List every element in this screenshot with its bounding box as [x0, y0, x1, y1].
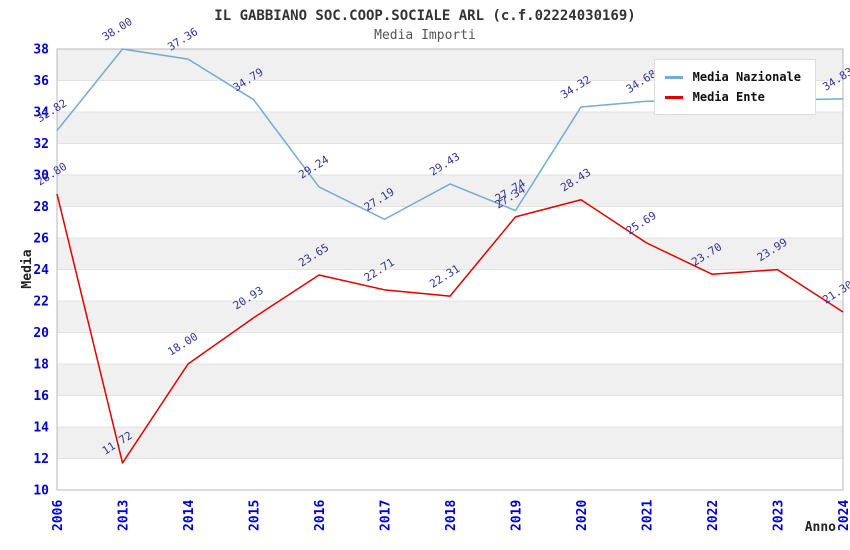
grid-band: [57, 364, 843, 396]
x-tick-label: 2022: [706, 500, 721, 531]
x-tick-label: 2013: [117, 500, 132, 531]
y-tick-label: 22: [33, 295, 49, 310]
y-tick-label: 38: [33, 43, 49, 58]
x-tick-label: 2024: [837, 500, 850, 531]
x-axis-ticks: 2006 2013 2014 2015 2016 2017 2018 2019 2020 2021…: [51, 500, 850, 531]
x-tick-label: 2018: [444, 500, 459, 531]
svg-text:25.69: 25.69: [624, 209, 659, 238]
x-tick-label: 2014: [182, 500, 197, 531]
legend-item-media-ente: Media Ente: [664, 87, 801, 107]
y-tick-label: 26: [33, 232, 49, 247]
grid-band: [57, 427, 843, 459]
x-tick-label: 2006: [51, 500, 66, 531]
y-tick-label: 24: [33, 263, 49, 278]
y-tick-label: 20: [33, 326, 49, 341]
grid-band: [57, 301, 843, 333]
y-tick-label: 34: [33, 106, 49, 121]
svg-text:38.00: 38.00: [100, 15, 135, 44]
x-tick-label: 2019: [510, 500, 525, 531]
y-tick-label: 14: [33, 421, 49, 436]
point-label: 38.00: [100, 15, 135, 44]
grid-bands: [57, 49, 843, 459]
legend-label: Media Nazionale: [692, 70, 801, 84]
chart-subtitle: Media Importi: [374, 28, 476, 43]
line-marker-icon: [664, 95, 683, 99]
y-tick-label: 28: [33, 200, 49, 215]
y-tick-label: 12: [33, 452, 49, 467]
point-label: 18.00: [165, 330, 200, 359]
x-tick-label: 2023: [772, 500, 787, 531]
y-axis-ticks: 10 12 14 16 18 20 22 24 26 28 30 32 34 36 38: [33, 43, 49, 499]
grid-band: [57, 175, 843, 207]
x-axis-title: Anno: [805, 520, 836, 535]
chart-title: IL GABBIANO SOC.COOP.SOCIALE ARL (c.f.02…: [214, 8, 636, 24]
x-tick-label: 2015: [248, 500, 263, 531]
point-label: 25.69: [624, 209, 659, 238]
y-tick-label: 16: [33, 389, 49, 404]
x-tick-label: 2016: [313, 500, 328, 531]
legend: Media Nazionale Media Ente: [653, 59, 816, 115]
legend-item-media-nazionale: Media Nazionale: [664, 67, 801, 87]
x-tick-label: 2020: [575, 500, 590, 531]
y-tick-label: 32: [33, 137, 49, 152]
x-tick-label: 2017: [379, 500, 394, 531]
y-tick-label: 30: [33, 169, 49, 184]
y-tick-label: 36: [33, 74, 49, 89]
y-tick-label: 10: [33, 484, 49, 499]
svg-text:18.00: 18.00: [165, 330, 200, 359]
y-tick-label: 18: [33, 358, 49, 373]
legend-label: Media Ente: [692, 90, 765, 104]
series-line-media-ente: [56, 193, 844, 464]
grid-band: [57, 238, 843, 270]
point-label: 29.43: [427, 150, 462, 179]
x-tick-label: 2021: [641, 500, 656, 531]
plot-border: [56, 48, 844, 491]
grid-band: [57, 112, 843, 144]
svg-text:29.43: 29.43: [427, 150, 462, 179]
y-axis-title: Media: [20, 249, 35, 288]
line-marker-icon: [664, 75, 683, 79]
